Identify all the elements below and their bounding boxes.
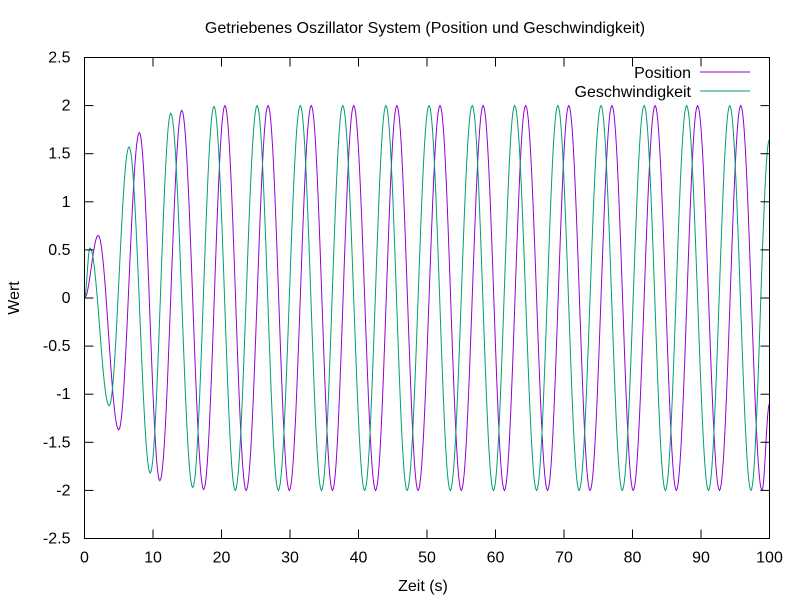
y-tick-label: 2 (62, 98, 71, 115)
y-tick-label: 2.5 (48, 50, 70, 67)
series-line-geschwindigkeit (84, 104, 770, 492)
x-tick-label: 10 (144, 550, 162, 567)
plot-frame (84, 57, 770, 539)
legend-label: Geschwindigkeit (575, 84, 692, 101)
y-tick-label: 0 (62, 290, 71, 307)
y-tick-label: 1.5 (48, 146, 70, 163)
x-tick-label: 20 (213, 550, 231, 567)
chart-title: Getriebenes Oszillator System (Position … (205, 20, 645, 37)
x-tick-label: 90 (692, 550, 710, 567)
x-tick-label: 40 (350, 550, 368, 567)
legend-label: Position (634, 65, 691, 82)
y-tick-label: -1 (56, 386, 70, 403)
x-tick-label: 100 (756, 550, 783, 567)
x-tick-label: 60 (487, 550, 505, 567)
y-tick-label: -2 (56, 482, 70, 499)
y-tick-label: 1 (62, 194, 71, 211)
x-tick-label: 50 (418, 550, 436, 567)
y-tick-label: -0.5 (43, 338, 71, 355)
y-tick-label: -1.5 (43, 434, 71, 451)
x-axis-label: Zeit (s) (398, 578, 448, 595)
y-tick-label: -2.5 (43, 531, 71, 548)
x-tick-label: 80 (624, 550, 642, 567)
y-tick-label: 0.5 (48, 242, 70, 259)
x-tick-label: 0 (80, 550, 89, 567)
y-axis-label: Wert (6, 281, 23, 315)
x-tick-label: 70 (555, 550, 573, 567)
x-tick-label: 30 (281, 550, 299, 567)
series-line-position (84, 104, 770, 492)
